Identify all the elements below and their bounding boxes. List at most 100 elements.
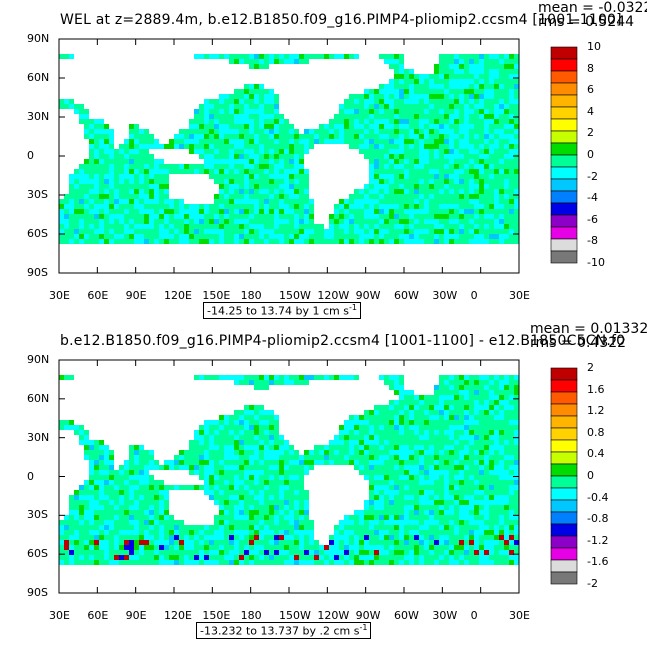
panel2-colorbar-label: -0.8 bbox=[587, 512, 609, 526]
panel1-colorbar-box bbox=[550, 130, 578, 144]
panel1-field bbox=[59, 54, 519, 244]
panel1-colorbar-box bbox=[550, 118, 578, 132]
panel2-mean: mean = 0.01332 bbox=[530, 321, 647, 337]
panel1-lon-label: 120E bbox=[164, 289, 192, 302]
panel2-lat-label: 90S bbox=[27, 586, 48, 599]
panel2-colorbar-label: -2 bbox=[587, 577, 598, 590]
panel2-lon-label: 120E bbox=[164, 609, 192, 622]
panel2-lon-label: 90W bbox=[355, 609, 381, 622]
panel1-colorbar-label: -6 bbox=[587, 212, 598, 226]
panel1-lon-label: 30E bbox=[509, 289, 530, 302]
panel1-colorbar-box bbox=[550, 142, 578, 156]
panel1-lon-label: 0 bbox=[470, 289, 478, 302]
panel1-colorbar-label: -10 bbox=[587, 256, 605, 269]
panel1-rms: rms = 0.5244 bbox=[538, 14, 635, 30]
panel2-lat-label: 30S bbox=[27, 508, 48, 522]
panel1-colorbar-box bbox=[550, 70, 578, 84]
panel2-lon-label: 120W bbox=[317, 609, 350, 622]
panel2-lat-label: 60S bbox=[27, 547, 48, 561]
panel1-lon-label: 90W bbox=[355, 289, 381, 302]
panel2-lat-label: 90N bbox=[27, 353, 50, 366]
panel1-colorbar-box bbox=[550, 178, 578, 192]
panel2-lon-label: 150W bbox=[279, 609, 311, 622]
panel1-colorbar-label: -8 bbox=[587, 234, 598, 248]
panel2-rms: rms = 0.4322 bbox=[530, 335, 627, 351]
panel1-colorbar-box bbox=[550, 166, 578, 180]
panel2-colorbar-label: -1.2 bbox=[587, 533, 609, 547]
panel1-range-exp: -1 bbox=[348, 303, 357, 312]
panel1-colorbar-label: -2 bbox=[587, 169, 598, 183]
panel1-range-box: -14.25 to 13.74 by 1 cm s-1 bbox=[203, 302, 361, 319]
panel2-lon-label: 0 bbox=[470, 609, 478, 622]
panel1-lon-label: 180 bbox=[240, 289, 262, 302]
panel2-colorbar-box bbox=[550, 463, 578, 477]
panel1-colorbar-box bbox=[550, 214, 578, 228]
panel2-lon-label: 30E bbox=[49, 609, 70, 622]
panel2-lon-label: 90E bbox=[125, 609, 147, 622]
panel2-colorbar-box bbox=[550, 523, 578, 537]
panel1-lon-label: 150E bbox=[202, 289, 231, 302]
panel2-colorbar-box bbox=[550, 475, 578, 489]
panel1-lat-label: 30S bbox=[27, 188, 48, 201]
panel1-colorbar-label: 0 bbox=[587, 148, 594, 161]
panel1-lon-label: 60W bbox=[394, 289, 419, 302]
panel2-colorbar-box bbox=[550, 547, 578, 561]
panel1-lat-label: 30N bbox=[27, 110, 50, 123]
panel1-colorbar-box bbox=[550, 58, 578, 72]
panel1-lon-label: 90E bbox=[125, 289, 147, 302]
panel2-field bbox=[59, 375, 519, 565]
panel1-colorbar-box bbox=[550, 190, 578, 204]
panel2-colorbar-label: -1.6 bbox=[587, 555, 609, 569]
panel2-colorbar-box bbox=[550, 559, 578, 573]
panel1-title: WEL at z=2889.4m, b.e12.B1850.f09_g16.PI… bbox=[60, 12, 622, 28]
panel1-lat-label: 90S bbox=[27, 266, 48, 279]
panel1-colorbar-box bbox=[550, 82, 578, 96]
panel2-colorbar-box bbox=[550, 487, 578, 501]
panel1-lon-label: 120W bbox=[317, 289, 350, 302]
panel2-colorbar-box bbox=[550, 451, 578, 465]
panel2-colorbar-box bbox=[550, 379, 578, 393]
panel1-lon-label: 30E bbox=[49, 289, 70, 302]
panel1-colorbar-box bbox=[550, 250, 578, 264]
panel1-colorbar-label: 10 bbox=[587, 40, 601, 53]
panel1-colorbar-label: 2 bbox=[587, 126, 594, 140]
panel1-colorbar-box bbox=[550, 94, 578, 108]
panel1-colorbar-box bbox=[550, 238, 578, 252]
panel2-lon-label: 60W bbox=[394, 609, 419, 622]
panel2-lon-label: 30E bbox=[509, 609, 530, 622]
panel2-colorbar-label: 1.6 bbox=[587, 382, 605, 396]
panel2-colorbar-box bbox=[550, 571, 578, 585]
panel2-colorbar-label: 0.8 bbox=[587, 425, 605, 439]
panel1-colorbar-label: 6 bbox=[587, 83, 594, 97]
panel1-lat-label: 60S bbox=[27, 227, 48, 240]
panel2-colorbar-box bbox=[550, 511, 578, 525]
panel2-colorbar-label: 0 bbox=[587, 469, 594, 482]
panel2-lon-label: 180 bbox=[240, 609, 262, 622]
panel1-colorbar-box bbox=[550, 106, 578, 120]
panel1-colorbar-label: 8 bbox=[587, 61, 594, 75]
panel1-colorbar-box bbox=[550, 202, 578, 216]
panel2-colorbar-box bbox=[550, 391, 578, 405]
panel2-colorbar-label: 0.4 bbox=[587, 447, 605, 461]
panel2-lat-label: 60N bbox=[27, 391, 50, 405]
panel2-range-exp: -1 bbox=[359, 623, 368, 632]
panel2-colorbar-box bbox=[550, 403, 578, 417]
panel2-lon-label: 150E bbox=[202, 609, 231, 622]
panel2-colorbar-box bbox=[550, 499, 578, 513]
panel2-range-label: -13.232 to 13.737 by .2 cm s bbox=[200, 624, 360, 638]
panel2-colorbar-box bbox=[550, 367, 578, 381]
panel1-colorbar-label: 4 bbox=[587, 104, 594, 118]
panel2-lon-label: 60E bbox=[87, 609, 109, 622]
panel2-colorbar-box bbox=[550, 427, 578, 441]
panel1-lat-label: 0 bbox=[27, 149, 34, 162]
panel2-lon-label: 30W bbox=[432, 609, 458, 622]
panel1-lon-label: 60E bbox=[87, 289, 109, 302]
panel2-colorbar-label: 2 bbox=[587, 361, 594, 374]
panel2-colorbar-label: 1.2 bbox=[587, 404, 605, 418]
panel2-colorbar-box bbox=[550, 439, 578, 453]
panel2-colorbar-box bbox=[550, 535, 578, 549]
panel1-colorbar-box bbox=[550, 226, 578, 240]
panel2-colorbar-box bbox=[550, 415, 578, 429]
panel2-lat-label: 0 bbox=[27, 469, 34, 483]
